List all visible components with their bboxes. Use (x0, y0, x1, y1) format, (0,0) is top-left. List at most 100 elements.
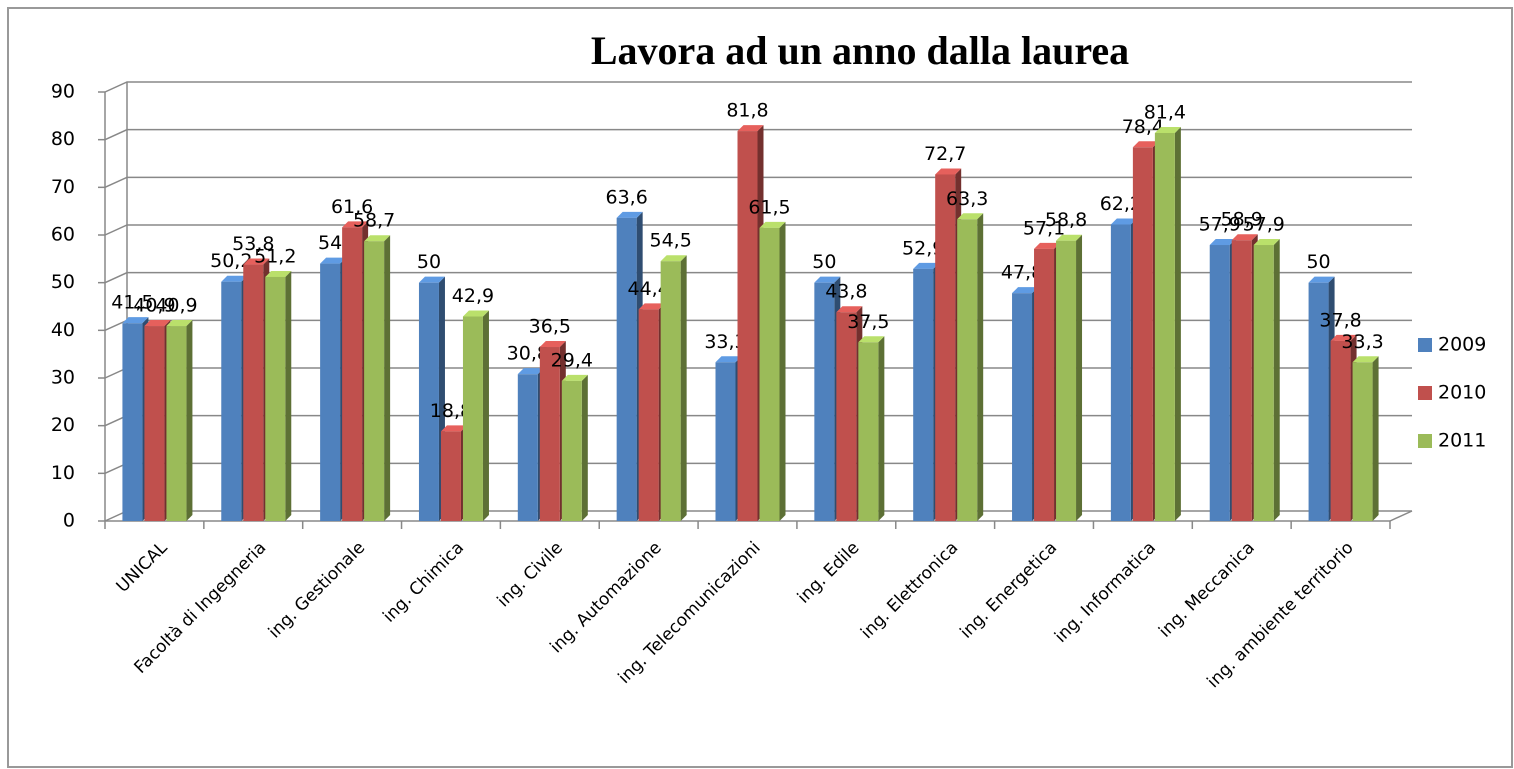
bar-top (1253, 239, 1280, 246)
bar (935, 174, 956, 522)
chart-title: Lavora ad un anno dalla laurea (591, 28, 1129, 73)
bar (660, 261, 681, 521)
bar (221, 281, 242, 521)
bar-side (384, 235, 391, 522)
bar-side (1174, 126, 1181, 521)
bar (913, 268, 934, 521)
bar (1308, 282, 1329, 521)
y-tick-label: 40 (51, 319, 75, 341)
bar-top (265, 270, 292, 277)
bar (1056, 240, 1077, 521)
grid-line (104, 176, 1412, 189)
value-label: 72,7 (924, 143, 966, 165)
bar-side (1372, 356, 1379, 521)
value-label: 57,1 (1023, 217, 1065, 239)
value-label: 62,2 (1100, 193, 1142, 215)
value-label: 42,9 (452, 285, 494, 307)
floor-right (1389, 510, 1413, 522)
bar (342, 227, 363, 521)
bar (561, 380, 582, 521)
bar (1330, 340, 1351, 521)
bar (858, 342, 879, 521)
value-label: 57,9 (1243, 214, 1285, 236)
bar-side (186, 320, 193, 521)
grid-line (104, 271, 1412, 284)
bar-top (440, 425, 467, 432)
value-label: 78,4 (1122, 116, 1164, 138)
y-tick-label: 70 (51, 176, 75, 198)
x-tick-label: ing. Gestionale (265, 538, 369, 642)
bar-top (1034, 242, 1061, 249)
legend-swatch (1418, 434, 1432, 448)
bar (616, 217, 637, 521)
y-tick-label: 20 (51, 414, 75, 436)
bar-side (680, 255, 687, 521)
y-tick-label: 80 (51, 128, 75, 150)
bar-side (977, 213, 984, 521)
bar-top (122, 317, 149, 324)
value-label: 40,9 (155, 295, 197, 317)
bar (539, 347, 560, 521)
bar-side (482, 310, 489, 521)
grid-line (104, 224, 1412, 236)
value-label: 58,9 (1221, 209, 1263, 231)
x-tick-label: ing. Edile (794, 538, 864, 608)
legend-swatch (1418, 338, 1432, 352)
value-label: 37,5 (847, 311, 889, 333)
bar-top (221, 275, 248, 282)
value-label: 52,9 (902, 237, 944, 259)
bar (737, 131, 758, 521)
bar (1012, 293, 1033, 521)
bar-top (462, 310, 489, 317)
bar-top (660, 255, 687, 262)
chart-border (7, 7, 1513, 768)
value-label: 61,5 (748, 196, 790, 218)
value-label: 30,8 (507, 343, 549, 365)
bar (166, 326, 187, 521)
value-label: 63,6 (605, 186, 647, 208)
value-label: 33,3 (1341, 331, 1383, 353)
legend-label: 2010 (1438, 382, 1486, 404)
value-label: 50 (812, 251, 836, 273)
bar (836, 312, 857, 521)
bar-top (715, 356, 742, 363)
bar (462, 316, 483, 521)
bar (814, 282, 835, 521)
x-tick-label: ing. Energetica (956, 538, 1061, 643)
bar-top (1308, 276, 1335, 283)
bar-side (1273, 239, 1280, 521)
value-label: 50,2 (210, 250, 252, 272)
value-label: 53,8 (232, 233, 274, 255)
bar-top (913, 262, 940, 269)
bar (122, 323, 143, 521)
bar-top (342, 221, 369, 228)
value-label: 81,4 (1144, 101, 1186, 123)
bar-top (836, 306, 863, 313)
value-label: 50 (1306, 251, 1330, 273)
bar-top (1110, 218, 1137, 225)
bar (320, 263, 341, 521)
bar (364, 241, 385, 522)
x-tick-label: ing. Meccanica (1155, 538, 1259, 642)
value-label: 44,4 (627, 278, 669, 300)
bar-top (320, 257, 347, 264)
legend-label: 2011 (1438, 430, 1486, 452)
bar (1352, 362, 1373, 521)
bar-top (1132, 141, 1159, 148)
bar-top (638, 303, 665, 310)
bar (1209, 245, 1230, 521)
bar (1154, 132, 1175, 521)
bar-top (759, 221, 786, 228)
bar-top (243, 258, 270, 265)
bar-side (1076, 234, 1083, 521)
bar (517, 374, 538, 521)
bar (265, 276, 286, 521)
value-label: 50 (417, 251, 441, 273)
bar-side (581, 374, 588, 521)
bar (1253, 245, 1274, 521)
bar (1231, 240, 1252, 521)
bar (638, 309, 659, 521)
grid-line (104, 81, 1412, 93)
value-label: 47,8 (1001, 262, 1043, 284)
